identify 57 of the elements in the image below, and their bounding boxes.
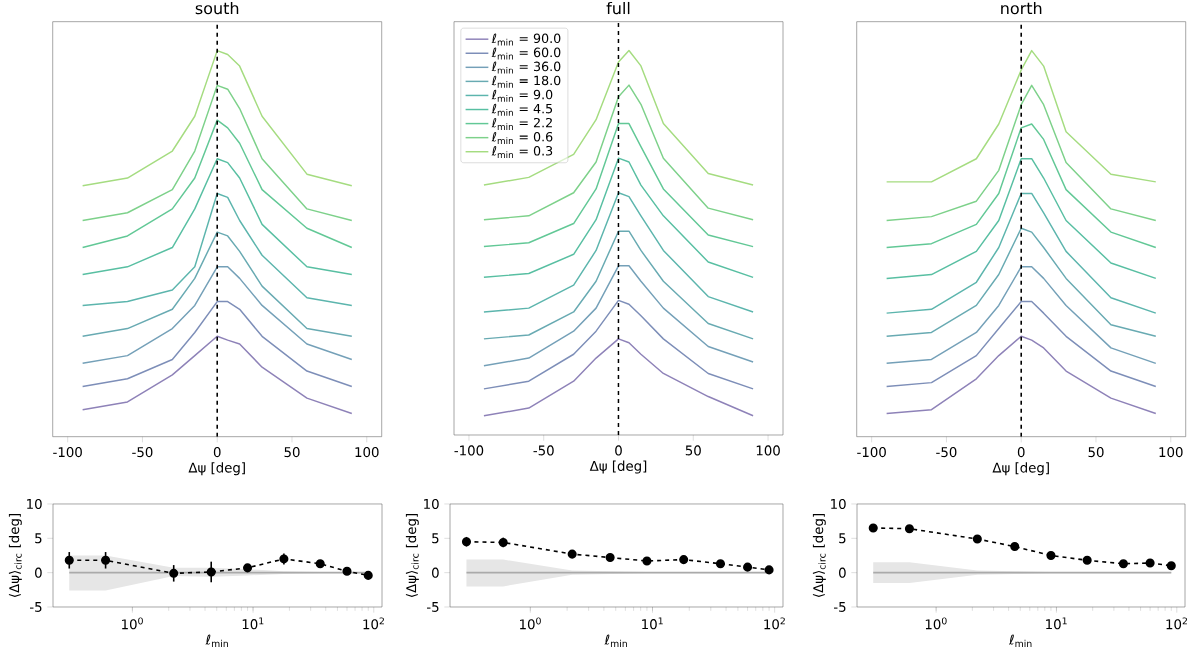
x-axis-title: Δψ [deg] [992, 462, 1049, 476]
x-axis-title: Δψ [deg] [589, 460, 647, 474]
x-tick-label: -100 [454, 445, 484, 456]
y-tick-label: 5 [839, 533, 846, 544]
y-tick-label: 0 [35, 567, 42, 578]
x-tick-label: 50 [1088, 447, 1104, 458]
y-tick-label: 10 [424, 498, 439, 510]
legend-label: ℓ$_{min}$ = 9.0 [491, 89, 553, 102]
y-axis-title: ⟨Δψ⟩$_{circ}$ [deg] [812, 514, 826, 597]
y-axis-title: ⟨Δψ⟩$_{circ}$ [deg] [8, 514, 22, 597]
legend-label: ℓ$_{min}$ = 60.0 [491, 47, 561, 60]
legend-label: ℓ$_{min}$ = 4.5 [491, 103, 553, 116]
legend-label: ℓ$_{min}$ = 2.2 [491, 117, 552, 130]
x-tick-label: 10$^{1}$ [642, 617, 663, 630]
x-tick-label: -50 [936, 447, 957, 458]
x-tick-label: 10$^{0}$ [925, 617, 947, 630]
x-tick-label: 10$^{1}$ [242, 617, 264, 630]
x-tick-label: 10$^{2}$ [363, 617, 384, 630]
legend-label: ℓ$_{min}$ = 18.0 [491, 75, 561, 88]
legend-label: ℓ$_{min}$ = 90.0 [491, 33, 561, 46]
x-axis-title: ℓ$_{min}$ [205, 634, 228, 647]
x-tick-label: 100 [355, 447, 379, 458]
x-tick-label: 100 [1159, 447, 1183, 458]
y-tick-label: 5 [432, 533, 439, 544]
y-tick-label: -5 [426, 602, 439, 612]
x-tick-label: -50 [132, 447, 153, 458]
legend-label: ℓ$_{min}$ = 0.6 [491, 131, 553, 144]
x-tick-label: 50 [284, 447, 300, 458]
y-tick-label: 5 [35, 533, 42, 544]
y-axis-title: ⟨Δψ⟩$_{circ}$ [deg] [405, 514, 419, 597]
x-tick-label: 10$^{0}$ [122, 617, 143, 630]
x-tick-label: 10$^{2}$ [764, 617, 785, 630]
legend-label: ℓ$_{min}$ = 0.3 [491, 146, 553, 159]
x-tick-label: 0 [615, 445, 622, 456]
x-tick-label: 0 [213, 447, 221, 458]
x-tick-label: -100 [857, 447, 886, 458]
x-axis-title: ℓ$_{min}$ [1008, 634, 1032, 647]
y-tick-label: -5 [833, 602, 846, 612]
y-tick-label: 0 [432, 567, 439, 578]
y-tick-label: 10 [27, 498, 42, 510]
x-tick-label: -100 [53, 447, 82, 458]
y-tick-label: -5 [29, 602, 42, 612]
x-tick-label: 0 [1017, 447, 1025, 458]
chart-title: full [606, 1, 630, 15]
chart-title: north [1001, 1, 1042, 15]
y-tick-label: 0 [839, 567, 846, 578]
x-tick-label: 10$^{0}$ [520, 617, 541, 630]
y-tick-label: 10 [831, 498, 846, 510]
legend-label: ℓ$_{min}$ = 36.0 [491, 61, 561, 74]
chart-title: south [195, 1, 239, 15]
x-axis-title: Δψ [deg] [188, 462, 245, 476]
x-tick-label: -50 [533, 445, 554, 456]
x-axis-title: ℓ$_{min}$ [604, 634, 627, 647]
x-tick-label: 10$^{1}$ [1046, 617, 1067, 630]
x-tick-label: 10$^{2}$ [1166, 617, 1187, 630]
x-tick-label: 100 [756, 445, 780, 456]
x-tick-label: 50 [685, 445, 701, 456]
